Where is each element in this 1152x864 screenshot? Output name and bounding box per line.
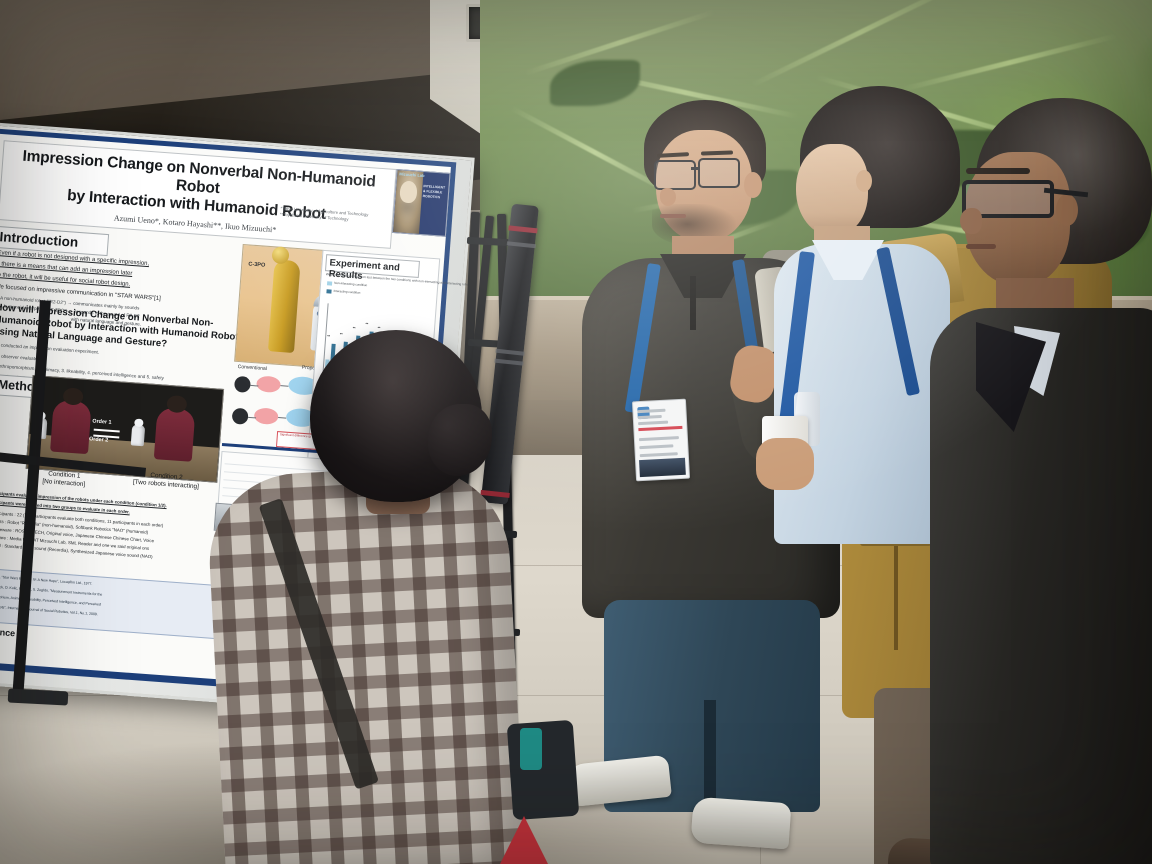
man-light-hand (756, 438, 814, 490)
person-woman-foreground (180, 330, 580, 864)
reference-line-3: Safety of Robots", International Journal… (0, 604, 98, 617)
woman-hair (310, 330, 492, 502)
jeans-leg-split (704, 700, 716, 812)
person-man-light-shirt (756, 86, 1050, 786)
lab-banner-text: INTELLIGENT & FLEXIBLE ROBOTICS (423, 184, 449, 200)
c3po-label: C-3PO (248, 261, 266, 269)
man-center-mouth (660, 214, 686, 218)
reference-line-2: Anthropomorphism, Animacy, Likeability, … (0, 593, 102, 607)
method-head-left (62, 387, 84, 406)
lab-banner-photo (393, 170, 424, 234)
man-light-face (796, 144, 868, 236)
man-center-shoe-right (690, 796, 792, 850)
method-robot-right (130, 424, 146, 447)
reference-line-0: [1] G. Lucas, "Star Wars Episode IV: A N… (0, 574, 93, 586)
man-center-ear (744, 172, 762, 198)
badge-accent-bar (638, 425, 683, 432)
plaid-shirt (205, 462, 527, 864)
legend-label-0: Non-interacting condition (334, 280, 368, 288)
significance-marker-3: ** (365, 322, 369, 327)
legend-label-1: Interacting condition (333, 288, 361, 295)
man-right-mouth (966, 244, 996, 249)
introduction-heading: Introduction (0, 229, 79, 250)
order-2-label: Order 2 (88, 436, 109, 444)
man-right-ear (1056, 194, 1078, 226)
teal-item-in-bag (520, 728, 542, 770)
man-right-nose (960, 208, 982, 234)
lab-line-3: ROBOTICS (422, 193, 441, 199)
polo-placket (690, 276, 696, 330)
glasses-icon-left-lens (654, 160, 696, 190)
man-light-ear (856, 170, 872, 192)
person-man-foreground-right (930, 98, 1152, 864)
man-right-brow (966, 168, 1030, 174)
reference-line-1: [2] C. Bartneck, D. Kulic, E. Croft, S. … (0, 584, 103, 597)
reference-heading: Reference (0, 625, 16, 639)
bag-pocket (506, 719, 580, 821)
glasses-bridge (691, 167, 700, 170)
c3po-head (271, 246, 290, 265)
dark-blazer (930, 308, 1152, 864)
man-center-nose (660, 188, 676, 206)
order-1-label: Order 1 (92, 418, 112, 426)
badge-footer-image (639, 457, 686, 478)
legend-swatch-1 (326, 289, 332, 294)
method-person-left (50, 387, 92, 455)
lab-banner: Mizuuchi Lab INTELLIGENT & FLEXIBLE ROBO… (391, 169, 451, 237)
legend-swatch-0 (326, 281, 333, 286)
glasses-icon-right-lens (698, 158, 740, 188)
conference-badge (631, 398, 691, 482)
